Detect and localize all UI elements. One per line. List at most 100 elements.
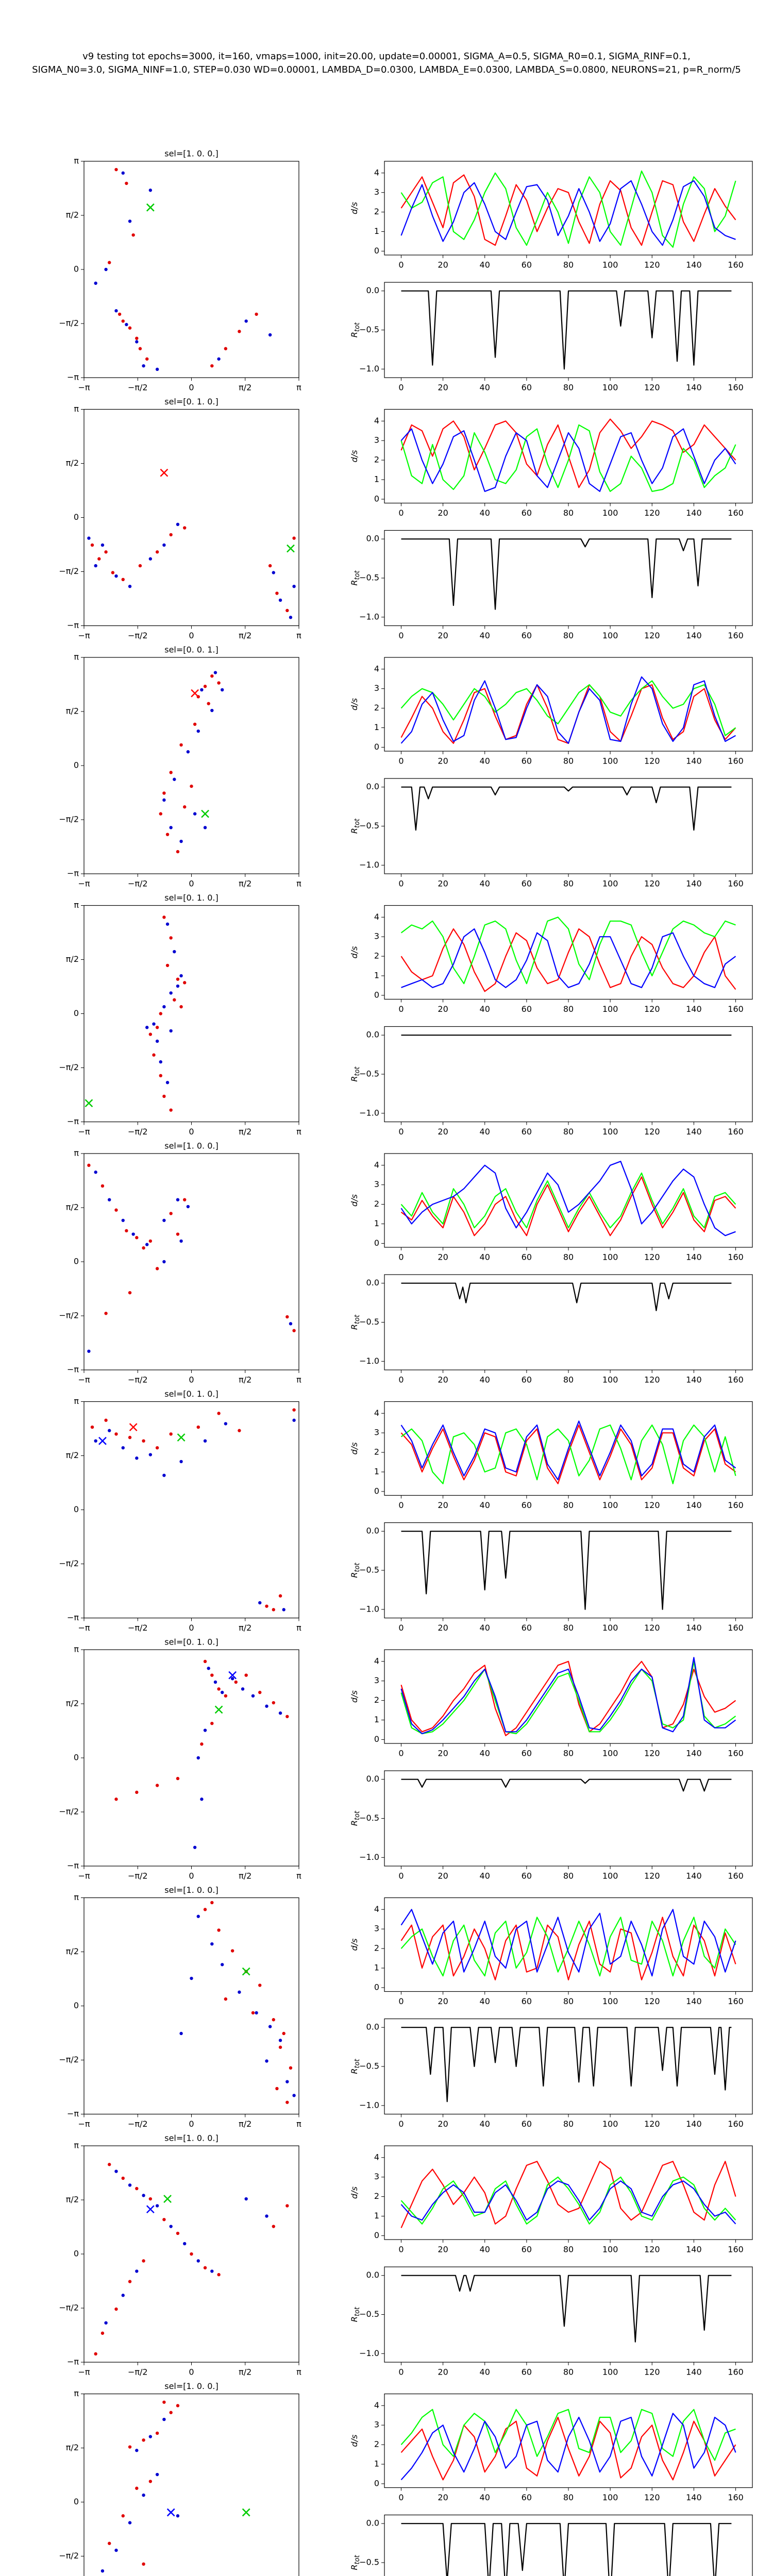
subplot-title: sel=[0. 0. 1.] [164, 645, 218, 655]
point [196, 2259, 200, 2263]
axes-frame [384, 2266, 753, 2363]
point [224, 1422, 228, 1426]
y-axis-label: d/s [349, 946, 359, 959]
x-tick-label: 0 [189, 2367, 194, 2377]
x-tick-label: π/2 [239, 2367, 251, 2377]
x-tick-label: 100 [602, 1004, 618, 1014]
y-tick-label: −π [67, 372, 79, 382]
subplot-title: sel=[1. 0. 0.] [164, 2133, 218, 2143]
x-tick-label: 140 [686, 756, 702, 766]
x-tick-label: 60 [522, 1623, 532, 1633]
point [196, 1425, 200, 1429]
point [165, 1080, 170, 1084]
y-tick-label: 0 [374, 2230, 379, 2240]
subplot: 0 20 40 60 80 100 120 140 160 0 1 2 3 4 d/s [349, 657, 753, 766]
x-tick-label: 20 [438, 2367, 448, 2377]
subplot: 0 20 40 60 80 100 120 140 160 0.0 −0.5 −1.0 Rtot [349, 778, 753, 889]
y-tick-label: 3 [374, 931, 379, 941]
subplot-title: sel=[0. 1. 0.] [164, 893, 218, 903]
point [128, 2521, 132, 2524]
y-axis-label-main: d/s [349, 450, 359, 463]
y-tick-label: 0.0 [366, 782, 379, 791]
point [292, 1408, 296, 1412]
y-axis-label: d/s [349, 2435, 359, 2447]
y-axis-label-sub: tot [354, 2307, 361, 2316]
point [100, 1184, 105, 1188]
x-tick-label: 120 [644, 2367, 660, 2377]
point [234, 1680, 238, 1684]
y-axis-label-main: d/s [349, 2435, 359, 2447]
y-tick-label: 3 [374, 1675, 379, 1685]
point [121, 171, 125, 175]
x-marker [129, 1423, 138, 1431]
point [173, 777, 176, 781]
y-tick-label: 4 [374, 1160, 379, 1170]
subplot: 0 20 40 60 80 100 120 140 160 0.0 −0.5 −1.0 Rtot [349, 1026, 753, 1137]
point [169, 1432, 173, 1436]
y-axis-label: d/s [349, 202, 359, 214]
subplot: 0 20 40 60 80 100 120 140 160 0.0 −0.5 −1.0 Rtot [349, 2018, 753, 2129]
point [217, 2273, 221, 2277]
x-tick-label: π [296, 1375, 301, 1385]
point [162, 1005, 166, 1009]
axes-frame [83, 1649, 299, 1867]
point [190, 2252, 193, 2256]
x-tick-label: 60 [522, 1004, 532, 1014]
point [200, 1798, 204, 1801]
x-tick-label: 80 [563, 2119, 574, 2129]
x-marker [166, 2508, 175, 2517]
y-tick-label: −1.0 [359, 1604, 379, 1614]
x-marker [191, 689, 199, 698]
point [224, 1997, 228, 2001]
x-tick-label: 100 [602, 631, 618, 640]
point [173, 998, 176, 1002]
axes-frame [384, 905, 753, 1000]
axes-frame [384, 1274, 753, 1370]
point [162, 2417, 166, 2421]
point [193, 812, 197, 816]
line-series [401, 538, 732, 610]
x-tick-label: π [296, 631, 301, 640]
x-tick-label: 40 [480, 1252, 490, 1262]
line-series [400, 1420, 736, 1481]
y-tick-label: −π [67, 869, 79, 878]
point [200, 1742, 204, 1746]
y-tick-label: 0 [74, 2497, 79, 2506]
point [128, 326, 132, 330]
point [183, 526, 187, 530]
y-axis-label: d/s [349, 450, 359, 463]
point [203, 2266, 207, 2269]
y-axis-label-main: R [349, 1820, 359, 1826]
point [104, 2321, 108, 2325]
point [221, 1690, 224, 1694]
point [285, 2080, 289, 2083]
x-tick-label: 40 [480, 2493, 490, 2502]
point [183, 981, 187, 985]
y-axis-label-sub: tot [354, 1810, 361, 1820]
point [125, 1229, 128, 1233]
x-tick-label: 0 [189, 2119, 194, 2129]
point [176, 984, 180, 988]
point [142, 2493, 145, 2497]
y-tick-label: −π/2 [59, 2551, 79, 2561]
y-tick-label: 0 [374, 1734, 379, 1744]
y-axis-label: d/s [349, 1939, 359, 1951]
axes-frame [83, 657, 299, 874]
y-axis-label-sub: tot [354, 1066, 361, 1076]
point [230, 1949, 234, 1953]
point [169, 771, 173, 774]
y-tick-label: 1 [374, 1218, 379, 1228]
point [128, 2183, 132, 2187]
point [108, 2163, 111, 2166]
x-tick-label: 160 [728, 879, 744, 889]
point [165, 963, 170, 968]
y-tick-label: 2 [374, 951, 379, 961]
point [196, 1756, 200, 1760]
point [135, 336, 139, 340]
axes-frame [384, 1649, 753, 1744]
y-tick-label: 0 [374, 1486, 379, 1496]
point [128, 584, 132, 588]
x-tick-label: 0 [398, 2493, 404, 2502]
x-tick-label: 40 [480, 260, 490, 270]
